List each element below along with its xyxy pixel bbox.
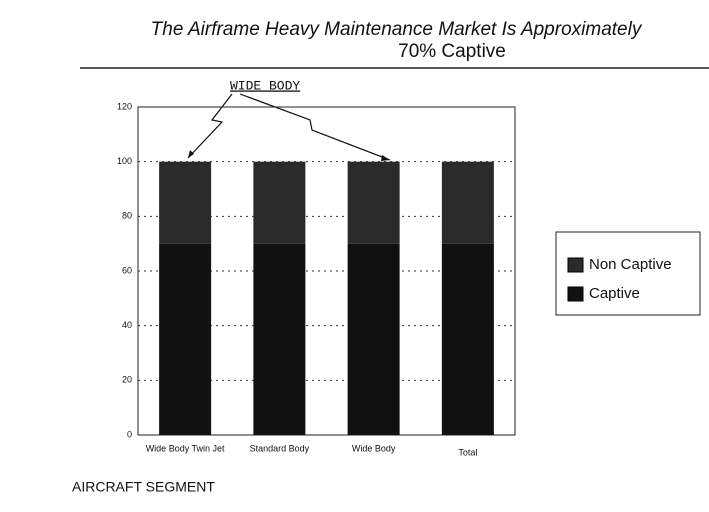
y-tick-label: 20 [122, 375, 132, 385]
bar-segment [253, 161, 306, 244]
annotation-arrow [239, 93, 391, 161]
y-tick-label: 60 [122, 265, 132, 275]
legend-label: Captive [589, 285, 640, 302]
legend-swatch [567, 257, 584, 273]
legend [555, 231, 701, 316]
annotation: WIDE BODY [230, 78, 300, 93]
y-tick-label: 0 [127, 429, 132, 439]
legend-swatch [567, 286, 584, 302]
bar-segment [441, 161, 494, 244]
chart-title: The Airframe Heavy Maintenance Market Is… [151, 19, 643, 40]
bar-segment [441, 243, 494, 435]
bar-segment [253, 243, 306, 435]
x-tick-label: Wide Body Twin Jet [146, 443, 225, 453]
y-tick-label: 100 [117, 156, 132, 166]
bar-segment [347, 161, 400, 244]
legend-label: Non Captive [589, 256, 672, 273]
x-tick-label: Wide Body [352, 443, 396, 453]
chart-title: 70% Captive [398, 41, 506, 62]
annotation-arrow [187, 93, 233, 159]
bar-segment [159, 243, 212, 435]
y-tick-label: 40 [122, 320, 132, 330]
x-tick-label: Standard Body [250, 443, 310, 453]
bar-segment [347, 243, 400, 435]
arrowhead [188, 150, 194, 158]
y-tick-label: 80 [122, 211, 132, 221]
bar-segment [159, 161, 212, 244]
x-axis-label: AIRCRAFT SEGMENT [72, 479, 215, 495]
x-tick-label: Total [458, 447, 477, 457]
y-tick-label: 120 [117, 101, 132, 111]
arrowhead [381, 155, 390, 161]
